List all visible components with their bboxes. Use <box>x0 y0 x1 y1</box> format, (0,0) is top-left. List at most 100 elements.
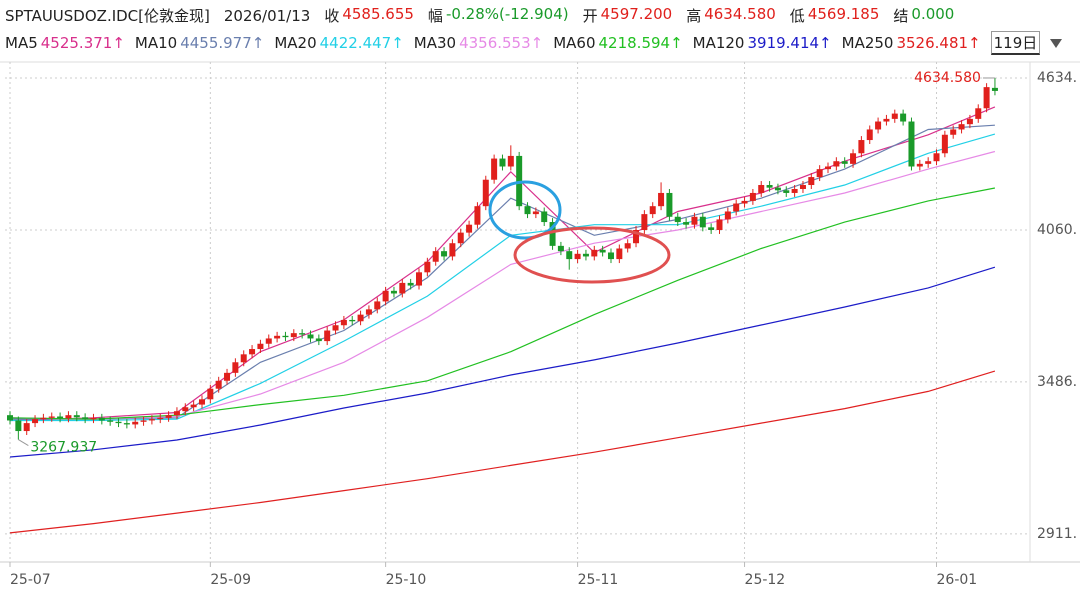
candle-body <box>825 166 832 170</box>
legend-item: MA5 4525.371↑ <box>5 34 125 52</box>
candle-body <box>549 222 556 246</box>
candle-body <box>591 249 598 257</box>
candle-body <box>65 415 72 419</box>
candle-body <box>107 420 114 422</box>
candle-body <box>32 419 39 424</box>
legend-name: MA20 <box>274 34 317 52</box>
candle-body <box>557 245 564 252</box>
legend-item: MA10 4455.977↑ <box>135 34 264 52</box>
extreme-label: 3267.937 <box>30 440 97 456</box>
candle-body <box>15 420 22 432</box>
candle-body <box>357 314 364 322</box>
candle-body <box>699 216 706 228</box>
candle-body <box>140 420 147 422</box>
candle-body <box>708 227 715 230</box>
period-selector[interactable]: 119日 <box>990 31 1041 55</box>
legend-name: MA60 <box>553 34 596 52</box>
candle-body <box>82 417 89 420</box>
candle-body <box>941 134 948 154</box>
quote-value: 4634.580 <box>704 5 776 23</box>
candle-body <box>733 203 740 212</box>
candle-body <box>683 222 690 225</box>
candle-body <box>282 335 289 338</box>
candle-body <box>48 416 55 418</box>
candle-body <box>599 249 606 253</box>
quote-value: 4569.185 <box>807 5 880 23</box>
candle-body <box>791 188 798 193</box>
candle-body <box>975 108 982 119</box>
dropdown-arrow[interactable] <box>1050 38 1063 48</box>
candle-body <box>499 158 506 167</box>
legend-value: 4356.553↑ <box>459 34 544 52</box>
candle-body <box>691 216 698 225</box>
candle-body <box>315 338 322 342</box>
quote-item: 高 4634.580 <box>686 5 776 26</box>
ma-line <box>9 370 996 534</box>
candle-body <box>232 362 239 373</box>
quote-label: 开 <box>582 7 598 25</box>
candle-body <box>190 404 197 408</box>
quote-item: 开 4597.200 <box>583 5 673 26</box>
legend-value: 4525.371↑ <box>40 34 125 52</box>
candle-body <box>908 121 915 167</box>
candle-body <box>582 253 589 257</box>
candle-body <box>741 200 748 204</box>
candle-body <box>40 417 47 420</box>
quote-item: 结 0.000 <box>893 5 954 26</box>
candle-body <box>491 158 498 180</box>
legend-name: MA30 <box>413 34 457 52</box>
candle-body <box>649 206 656 215</box>
candle-body <box>858 140 865 154</box>
arrow-shape <box>1050 39 1063 48</box>
y-tick-label: 4060. <box>1037 222 1077 238</box>
legend-item: MA60 4218.594↑ <box>553 34 682 52</box>
symbol: SPTAUUSDOZ.IDC[伦敦金现] <box>5 7 210 25</box>
candle-body <box>799 185 806 189</box>
quote-label: 低 <box>789 7 805 25</box>
ma-line <box>10 133 996 422</box>
candle-body <box>641 214 648 230</box>
ma-line <box>9 150 996 420</box>
candle-body <box>524 206 531 215</box>
extreme-label: 4634.580 <box>914 70 981 86</box>
candle-body <box>983 87 990 109</box>
candle-body <box>123 423 130 425</box>
legend-value: 3919.414↑ <box>747 34 832 52</box>
quote-value: 0.000 <box>911 5 955 23</box>
candle-body <box>658 192 665 207</box>
candle-body <box>307 334 314 339</box>
candle-body <box>90 417 97 420</box>
quote-value: 4597.200 <box>600 5 673 23</box>
legend-value: 3526.481↑ <box>896 34 981 52</box>
candle-body <box>624 243 631 249</box>
candle-body <box>966 118 973 125</box>
candle-body <box>716 219 723 230</box>
candle-body <box>833 161 840 167</box>
candle-body <box>57 416 64 419</box>
candle-body <box>566 251 573 260</box>
candle-body <box>432 251 439 262</box>
candle-body <box>115 421 122 424</box>
candle-body <box>457 232 464 244</box>
y-tick-label: 2911. <box>1037 526 1077 542</box>
candle-body <box>449 243 456 257</box>
candle-body <box>574 253 581 260</box>
candle-body <box>875 121 882 130</box>
candle-body <box>841 161 848 164</box>
x-tick-label: 25-12 <box>745 572 786 588</box>
candle-body <box>783 190 790 193</box>
candle-body <box>925 161 932 164</box>
legend-value: 4422.447↑ <box>319 34 404 52</box>
candle-body <box>324 330 331 342</box>
quote-value: 4585.655 <box>342 5 414 23</box>
legend-name: MA10 <box>134 34 178 52</box>
candle-body <box>365 309 372 315</box>
candle-body <box>532 211 539 215</box>
candle-body <box>507 155 514 167</box>
x-tick-label: 25-11 <box>578 572 619 588</box>
candle-body <box>182 407 189 412</box>
quote-label: 幅 <box>427 7 443 25</box>
y-tick-label: 3486. <box>1037 374 1077 390</box>
candle-body <box>607 252 614 260</box>
candle-body <box>157 417 164 420</box>
